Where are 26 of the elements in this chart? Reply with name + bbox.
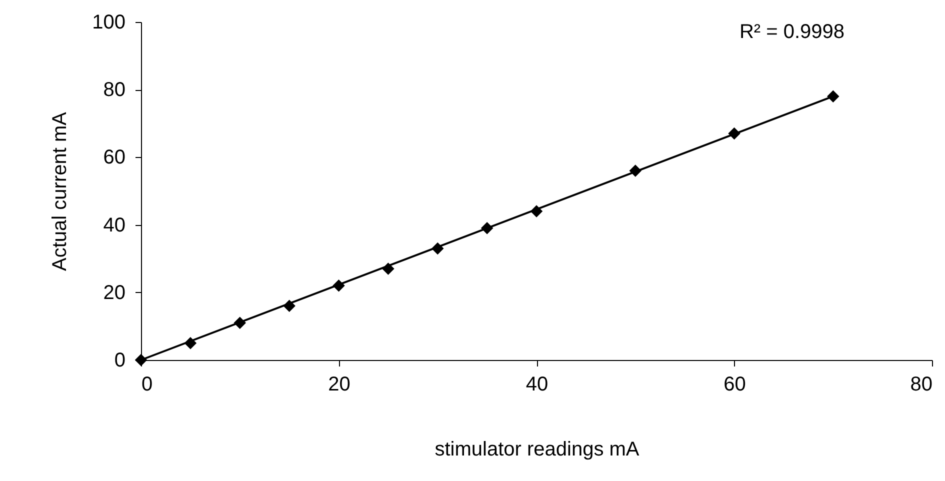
point [382, 262, 394, 275]
point [480, 222, 494, 234]
point [134, 354, 148, 366]
x-tick-label: 40 [526, 374, 548, 396]
point [530, 205, 543, 218]
y-tick-label: 60 [103, 146, 126, 169]
point [728, 127, 740, 140]
point [332, 280, 345, 292]
point [283, 300, 296, 312]
point [234, 316, 246, 329]
x-tick-label: 0 [142, 374, 153, 396]
point [184, 336, 197, 350]
annotation: R² = 0.9998 [739, 21, 845, 43]
y-axis-title: Actual current mA [49, 111, 72, 271]
x-tick-label: 20 [328, 374, 350, 396]
point [827, 90, 840, 102]
x-tick-label: 60 [724, 374, 746, 396]
x-tick-label: 80 [910, 374, 932, 396]
y-tick-label: 80 [103, 79, 126, 102]
point [629, 164, 642, 177]
y-tick-label: 0 [114, 350, 126, 372]
y-tick-label: 100 [92, 12, 126, 34]
x-axis-title: stimulator readings mA [434, 438, 640, 460]
y-tick-label: 40 [103, 214, 126, 236]
y-tick-label: 20 [103, 282, 126, 304]
point [432, 242, 444, 255]
